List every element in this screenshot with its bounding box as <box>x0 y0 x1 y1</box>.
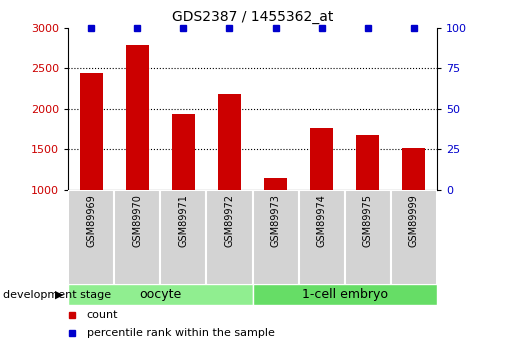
Bar <box>391 190 437 285</box>
Text: GSM89973: GSM89973 <box>271 195 281 247</box>
Text: 1-cell embryo: 1-cell embryo <box>301 288 388 301</box>
Text: GSM89969: GSM89969 <box>86 195 96 247</box>
Text: GSM89971: GSM89971 <box>178 195 188 247</box>
Bar <box>68 284 252 305</box>
Bar <box>68 190 114 285</box>
Text: GSM89972: GSM89972 <box>224 195 234 247</box>
Bar <box>80 73 103 190</box>
Text: ▶: ▶ <box>55 290 63 299</box>
Bar <box>345 190 391 285</box>
Bar <box>114 190 161 285</box>
Bar <box>298 190 345 285</box>
Bar <box>252 190 298 285</box>
Bar <box>310 128 333 190</box>
Text: GSM89975: GSM89975 <box>363 195 373 247</box>
Bar <box>264 178 287 190</box>
Bar <box>252 284 437 305</box>
Text: GSM89974: GSM89974 <box>317 195 327 247</box>
Text: percentile rank within the sample: percentile rank within the sample <box>87 328 275 337</box>
Text: GSM89970: GSM89970 <box>132 195 142 247</box>
Text: GSM89999: GSM89999 <box>409 195 419 247</box>
Bar <box>172 114 195 190</box>
Text: development stage: development stage <box>3 290 111 299</box>
Bar <box>402 148 425 190</box>
Bar <box>218 94 241 190</box>
Title: GDS2387 / 1455362_at: GDS2387 / 1455362_at <box>172 10 333 24</box>
Bar <box>356 136 379 190</box>
Text: oocyte: oocyte <box>139 288 181 301</box>
Bar <box>126 46 149 190</box>
Bar <box>207 190 252 285</box>
Text: count: count <box>87 310 118 319</box>
Bar <box>161 190 207 285</box>
